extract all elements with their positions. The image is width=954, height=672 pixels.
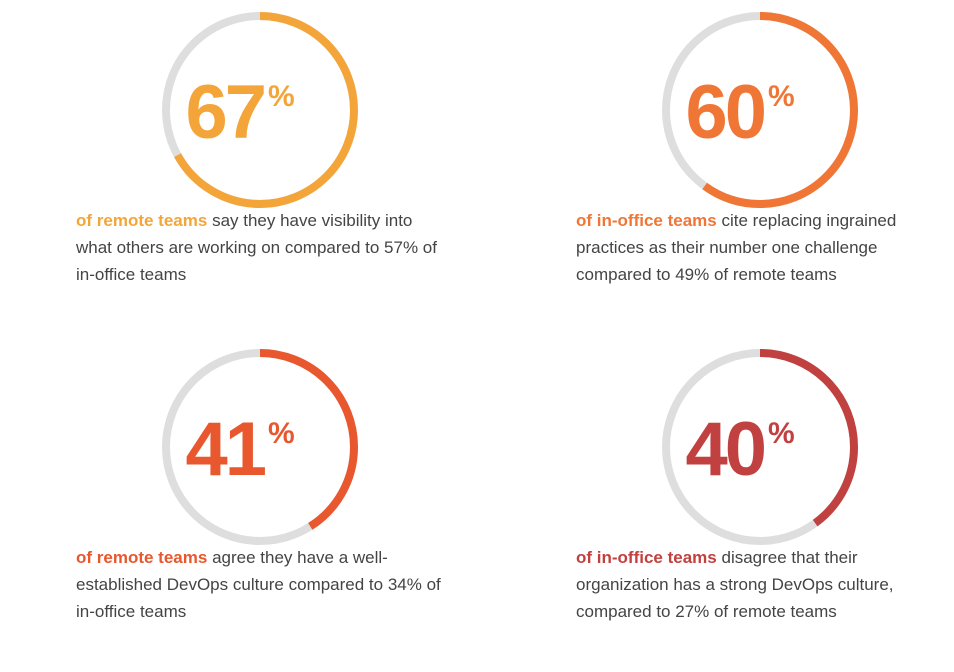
stat-unit: % (268, 80, 295, 113)
stat-number: 40 (685, 407, 764, 492)
highlight: of remote teams (76, 211, 208, 230)
ring-arc (662, 349, 858, 545)
stat-description: of remote teams say they have visibility… (76, 207, 446, 288)
stat-unit: % (268, 417, 295, 450)
ring-arc (162, 349, 358, 545)
stat-unit: % (768, 417, 795, 450)
ring-arc (662, 12, 858, 208)
stat-unit: % (768, 80, 795, 113)
stat-description: of in-office teams disagree that their o… (576, 544, 946, 625)
stat-number: 41 (185, 407, 265, 492)
highlight: of in-office teams (576, 211, 717, 230)
description-text: agree they have a well-established DevOp… (76, 548, 441, 621)
description-text: say they have visibility into what other… (76, 211, 437, 284)
stat-number: 60 (685, 70, 764, 155)
description-text: cite replacing ingrained practices as th… (576, 211, 897, 284)
stat-description: of in-office teams cite replacing ingrai… (576, 207, 946, 288)
ring-arc (162, 12, 358, 208)
highlight: of remote teams (76, 548, 208, 567)
highlight: of in-office teams (576, 548, 717, 567)
stat-description: of remote teams agree they have a well-e… (76, 544, 446, 625)
description-text: disagree that their organization has a s… (576, 548, 894, 621)
stat-number: 67 (185, 70, 264, 155)
